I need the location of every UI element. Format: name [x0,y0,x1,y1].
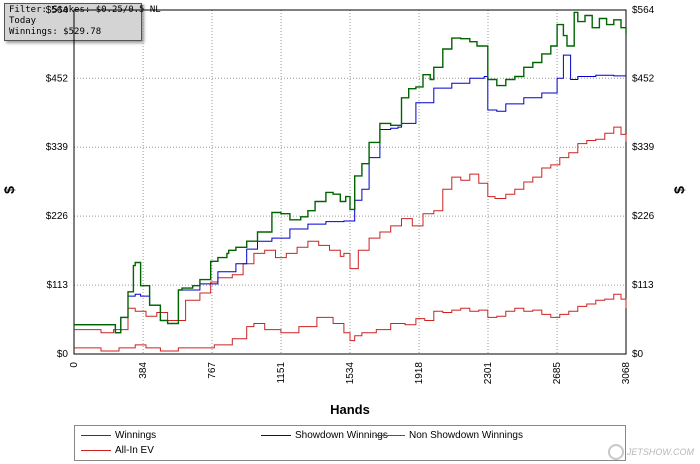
y-tick-label-right: $452 [632,73,655,84]
y-tick-label-left: $113 [46,280,68,291]
x-tick-label: 1534 [345,362,356,385]
chart-legend: Winnings Showdown Winnings Non Showdown … [74,425,626,461]
y-axis-label-left: $ [1,186,17,194]
series-line-winnings [74,11,627,334]
watermark-circle-icon [607,444,624,460]
chart-grid [73,9,627,355]
x-tick-label: 2685 [552,362,563,385]
x-tick-label: 1151 [276,362,287,384]
series-layer [74,11,627,352]
legend-item-allin-ev: All-In EV [81,444,154,456]
legend-item-non-showdown: Non Showdown Winnings [375,429,523,441]
y-tick-label-left: $452 [46,73,69,84]
y-tick-label-left: $564 [46,5,69,16]
legend-swatch-allin-ev [81,449,111,451]
legend-item-winnings: Winnings [81,429,156,441]
x-tick-label: 767 [207,362,218,379]
y-tick-label-right: $0 [632,349,644,360]
x-tick-label: 1918 [414,362,425,385]
legend-label-showdown: Showdown Winnings [295,429,388,441]
ticks-layer: $0 $0 $113 $113 $226 $226 $339 $339 $452 $452 $564… [46,5,655,384]
y-tick-label-right: $226 [632,211,655,222]
x-axis-label: Hands [330,402,370,417]
filter-winnings-text: Winnings: $529.78 [9,27,102,37]
filter-period-text: Today [9,16,37,26]
legend-item-showdown: Showdown Winnings [261,429,388,441]
series-line-non-showdown-winnings [74,293,627,352]
y-tick-label-right: $113 [632,280,654,291]
plot-frame [73,9,627,355]
watermark-text: JETSHOW.COM [626,447,694,457]
legend-label-non-showdown: Non Showdown Winnings [409,429,523,441]
y-axis-label-right: $ [671,186,687,194]
y-tick-label-right: $564 [632,5,655,16]
x-tick-label: 0 [69,362,80,368]
y-tick-label-right: $339 [632,142,655,153]
legend-swatch-non-showdown [375,434,405,436]
x-tick-label: 384 [138,362,149,379]
y-tick-label-left: $0 [57,349,69,360]
x-tick-label: 3068 [621,362,632,385]
legend-swatch-showdown [261,434,291,436]
y-tick-label-left: $339 [46,142,69,153]
legend-swatch-winnings [81,434,111,436]
legend-label-allin-ev: All-In EV [115,444,154,456]
legend-label-winnings: Winnings [115,429,157,441]
series-line-all-in-ev [74,126,627,334]
y-tick-label-left: $226 [46,211,69,222]
x-tick-label: 2301 [483,362,494,385]
watermark-logo: JETSHOW.COM [607,444,694,460]
